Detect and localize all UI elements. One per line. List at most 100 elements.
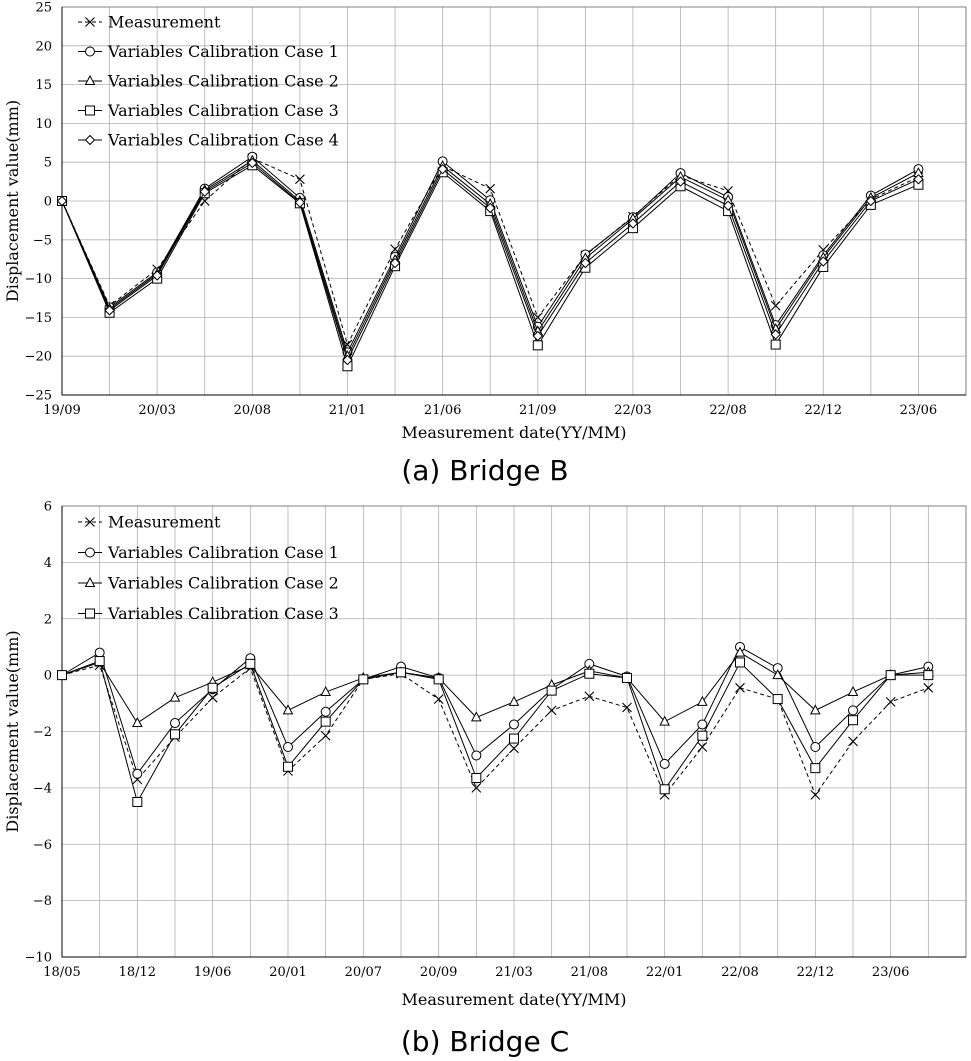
x-tick-label: 22/08 <box>709 403 746 418</box>
data-point-marker <box>848 736 858 747</box>
y-tick-label: 6 <box>44 500 52 515</box>
data-point-marker <box>697 730 708 741</box>
data-point-marker <box>584 668 595 679</box>
data-point-marker <box>810 790 821 800</box>
y-tick-label: −20 <box>25 350 52 365</box>
y-tick-label: −4 <box>33 781 52 796</box>
legend-marker <box>84 576 96 587</box>
data-point-marker <box>485 183 496 194</box>
data-point-marker <box>532 340 543 351</box>
data-point-marker <box>283 761 293 772</box>
data-point-marker <box>580 257 591 269</box>
data-point-marker <box>471 711 482 722</box>
data-point-marker <box>546 685 557 696</box>
data-point-marker <box>207 692 218 703</box>
series-line <box>61 651 929 724</box>
data-point-marker <box>622 702 632 713</box>
legend-marker <box>85 17 95 27</box>
data-point-marker <box>320 706 331 717</box>
data-point-marker <box>697 695 708 706</box>
data-point-marker <box>433 694 444 704</box>
legend-marker <box>84 134 96 146</box>
x-tick-label: 22/12 <box>797 965 834 980</box>
x-tick-label: 20/08 <box>234 403 271 418</box>
legend-marker <box>85 105 95 116</box>
data-point-marker <box>735 682 745 693</box>
y-tick-label: −25 <box>25 389 52 404</box>
y-tick-label: −10 <box>25 272 52 287</box>
y-tick-label: 25 <box>35 1 52 16</box>
data-point-marker <box>342 354 353 366</box>
legend-label: Variables Calibration Case 3 <box>107 604 339 623</box>
data-point-marker <box>294 197 306 208</box>
legend-marker <box>85 46 95 57</box>
legend-label: Variables Calibration Case 4 <box>107 131 339 150</box>
data-point-marker <box>247 157 258 169</box>
legend-label: Variables Calibration Case 1 <box>107 42 339 61</box>
data-point-marker <box>56 195 68 207</box>
x-tick-label: 21/03 <box>495 965 532 980</box>
data-point-marker <box>848 715 858 726</box>
data-point-marker <box>532 330 543 342</box>
x-axis-label: Measurement date(YY/MM) <box>402 990 627 1009</box>
y-tick-label: 15 <box>35 78 52 93</box>
x-tick-label: 21/01 <box>329 403 366 418</box>
data-point-marker <box>810 742 821 753</box>
data-point-marker <box>885 670 896 681</box>
data-point-marker <box>245 658 256 669</box>
data-point-marker <box>659 784 670 795</box>
data-point-marker <box>151 270 163 281</box>
data-point-marker <box>923 682 934 693</box>
data-point-marker <box>810 704 821 715</box>
x-tick-label: 23/06 <box>900 403 937 418</box>
data-point-marker <box>320 685 331 697</box>
data-point-marker <box>437 163 448 175</box>
data-point-marker <box>772 694 783 705</box>
series-triangle <box>56 646 934 728</box>
data-point-marker <box>390 244 400 255</box>
legend-label: Variables Calibration Case 2 <box>107 72 339 91</box>
legend-marker <box>85 517 95 527</box>
data-point-marker <box>509 719 519 730</box>
y-tick-label: 4 <box>44 556 52 571</box>
data-point-marker <box>471 750 482 761</box>
x-tick-label: 19/06 <box>194 965 231 980</box>
x-tick-label: 20/03 <box>138 403 175 418</box>
y-tick-label: 0 <box>44 669 52 684</box>
data-point-marker <box>170 729 180 740</box>
y-axis-label: Displacement value(mm) <box>3 630 22 832</box>
chart-caption: (a) Bridge B <box>401 454 568 487</box>
data-point-marker <box>848 705 858 716</box>
data-point-marker <box>770 339 781 350</box>
legend: Measurement Variables Calibration Case 1 V… <box>78 513 339 623</box>
x-axis-label: Measurement date(YY/MM) <box>402 423 627 442</box>
data-point-marker <box>913 174 924 185</box>
data-point-marker <box>199 186 210 197</box>
data-point-marker <box>282 704 294 715</box>
data-point-marker <box>735 657 745 668</box>
y-tick-label: 0 <box>44 195 52 210</box>
x-tick-label: 20/07 <box>345 965 382 980</box>
series-diamond <box>56 157 924 366</box>
legend-label: Variables Calibration Case 3 <box>107 101 339 120</box>
data-point-marker <box>770 300 781 311</box>
series-cross <box>57 660 934 800</box>
data-point-marker <box>697 742 708 752</box>
series-line <box>61 660 929 804</box>
legend: Measurement Variables Calibration Case 1 V… <box>78 13 339 150</box>
x-tick-label: 22/08 <box>721 965 758 980</box>
data-point-marker <box>57 670 67 681</box>
y-tick-label: −5 <box>33 233 52 248</box>
x-tick-label: 23/06 <box>872 965 909 980</box>
data-point-marker <box>818 256 829 267</box>
data-point-marker <box>532 312 543 323</box>
x-tick-label: 22/01 <box>646 965 683 980</box>
y-tick-label: −8 <box>33 894 52 909</box>
data-point-marker <box>734 646 746 657</box>
data-point-marker <box>94 647 105 658</box>
data-point-marker <box>810 763 821 774</box>
x-tick-label: 21/09 <box>519 403 556 418</box>
y-tick-label: 20 <box>35 39 52 54</box>
